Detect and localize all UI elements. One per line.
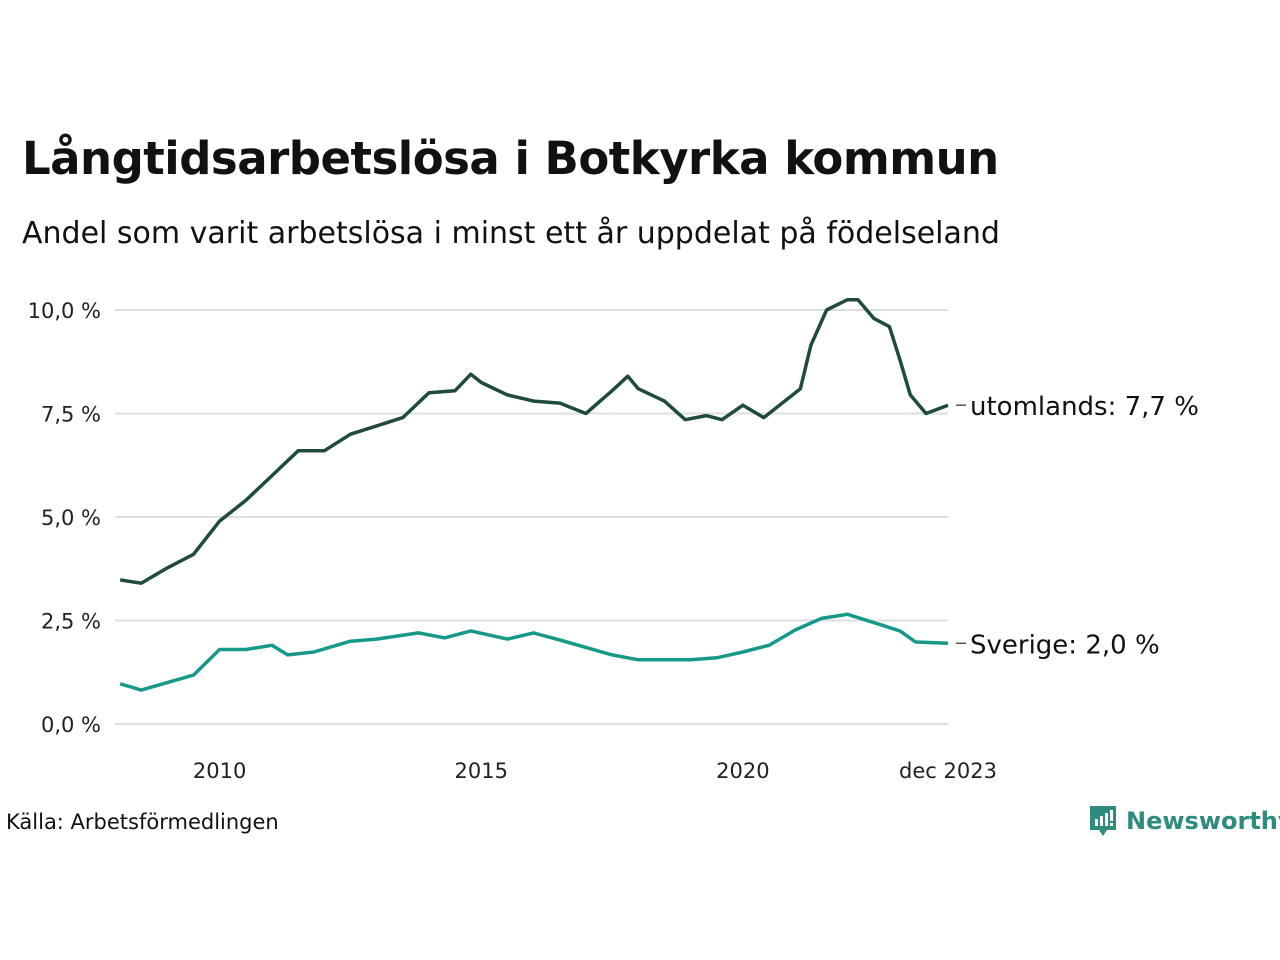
y-tick-label: 5,0 %: [41, 506, 101, 530]
series-label-sverige: Sverige: 2,0 %: [970, 630, 1160, 660]
newsworthy-logo: Newsworthy: [1088, 804, 1280, 838]
series-line-utomlands: [119, 297, 949, 585]
x-tick-label: 2010: [193, 759, 246, 783]
series-label-utomlands: utomlands: 7,7 %: [970, 392, 1199, 422]
y-tick-label: 7,5 %: [41, 403, 101, 427]
x-tick-label: 2020: [716, 759, 769, 783]
source-note: Källa: Arbetsförmedlingen: [6, 810, 279, 834]
x-tick-label: 2015: [455, 759, 508, 783]
chart-subtitle: Andel som varit arbetslösa i minst ett å…: [22, 216, 1000, 251]
y-tick-label: 0,0 %: [41, 713, 101, 737]
logo-text: Newsworthy: [1126, 807, 1280, 835]
newsworthy-logo-icon: [1090, 806, 1116, 836]
x-tick-label: dec 2023: [899, 759, 997, 783]
series-line-sverige: [119, 612, 949, 692]
y-tick-label: 2,5 %: [41, 610, 101, 634]
y-tick-label: 10,0 %: [28, 299, 101, 323]
chart-title: Långtidsarbetslösa i Botkyrka kommun: [22, 132, 999, 185]
